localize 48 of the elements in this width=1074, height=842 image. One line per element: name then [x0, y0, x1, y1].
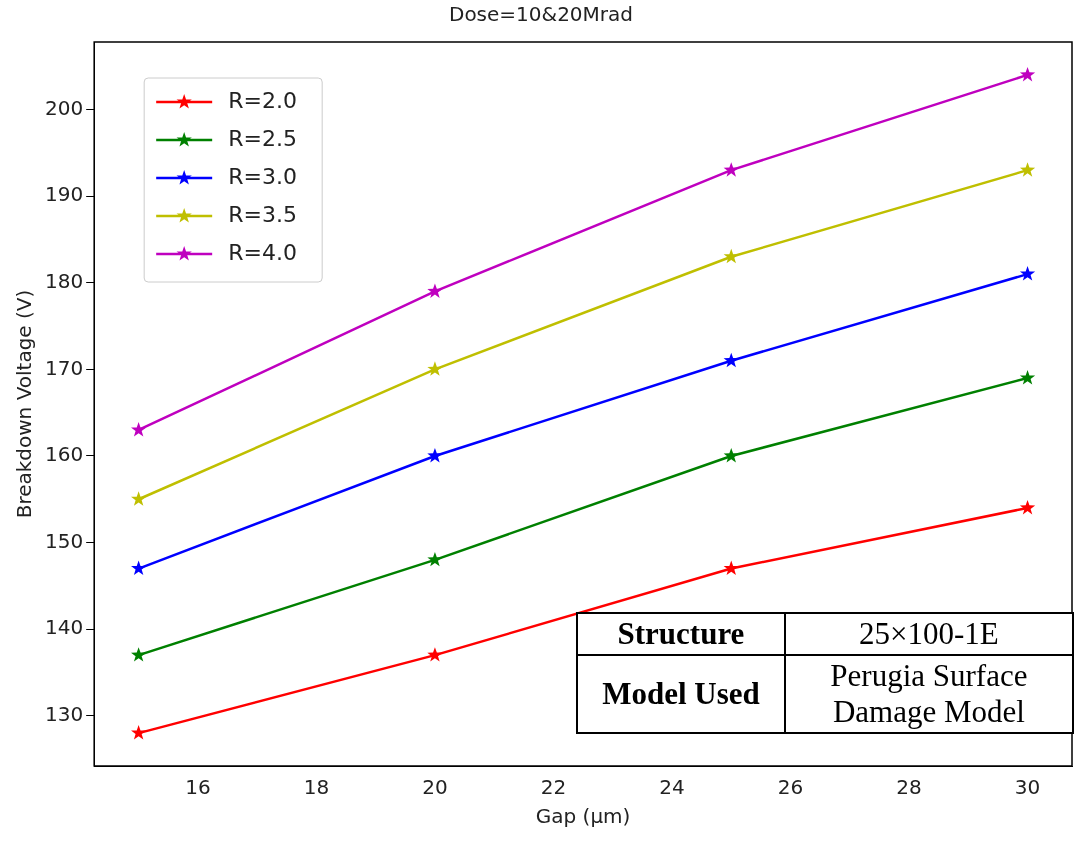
point	[723, 248, 739, 264]
point	[723, 447, 739, 463]
point	[723, 162, 739, 177]
x-tick-label: 22	[540, 775, 567, 800]
point	[1019, 499, 1036, 515]
legend-label: R=2.0	[228, 87, 297, 113]
point	[131, 421, 147, 437]
point	[131, 491, 147, 506]
legend-label: R=2.5	[228, 125, 297, 151]
y-tick-label: 180	[44, 268, 84, 293]
annotation: 25×100-1E	[784, 613, 1073, 655]
legend-label: R=3.5	[228, 201, 297, 227]
point	[427, 361, 443, 376]
annotation: Structure	[577, 613, 785, 655]
x-axis-title: Gap (μm)	[535, 804, 631, 829]
point	[1019, 370, 1036, 385]
x-tick-label: 20	[422, 775, 448, 800]
point	[723, 352, 739, 368]
y-axis-title: Breakdown Voltage (V)	[12, 289, 37, 519]
y-tick-label: 200	[44, 95, 84, 120]
point	[427, 647, 443, 662]
point	[427, 551, 443, 567]
y-tick-label: 150	[44, 528, 84, 553]
annotation: Perugia Surface Damage Model	[784, 655, 1073, 733]
legend-label: R=4.0	[228, 239, 297, 265]
y-tick-label: 130	[44, 701, 84, 726]
point	[131, 560, 147, 576]
point	[1019, 162, 1036, 177]
point	[427, 283, 443, 298]
chart-title: Dose=10&20Mrad	[448, 2, 634, 27]
x-tick-label: 24	[659, 775, 685, 800]
annotation: Model Used	[577, 655, 785, 733]
point	[427, 447, 443, 463]
y-tick-label: 190	[44, 182, 84, 207]
x-tick-label: 18	[303, 775, 330, 800]
x-tick-label: 28	[896, 775, 922, 800]
point	[1019, 66, 1036, 82]
legend-label: R=3.0	[228, 163, 297, 189]
point	[131, 647, 147, 662]
y-tick-label: 140	[44, 615, 84, 640]
x-tick-label: 16	[185, 775, 211, 800]
point	[723, 560, 739, 576]
point	[131, 725, 147, 740]
point	[1019, 266, 1036, 281]
x-tick-label: 30	[1014, 775, 1041, 800]
y-tick-label: 160	[44, 442, 84, 467]
x-tick-label: 26	[777, 775, 804, 800]
y-tick-label: 170	[44, 355, 84, 380]
